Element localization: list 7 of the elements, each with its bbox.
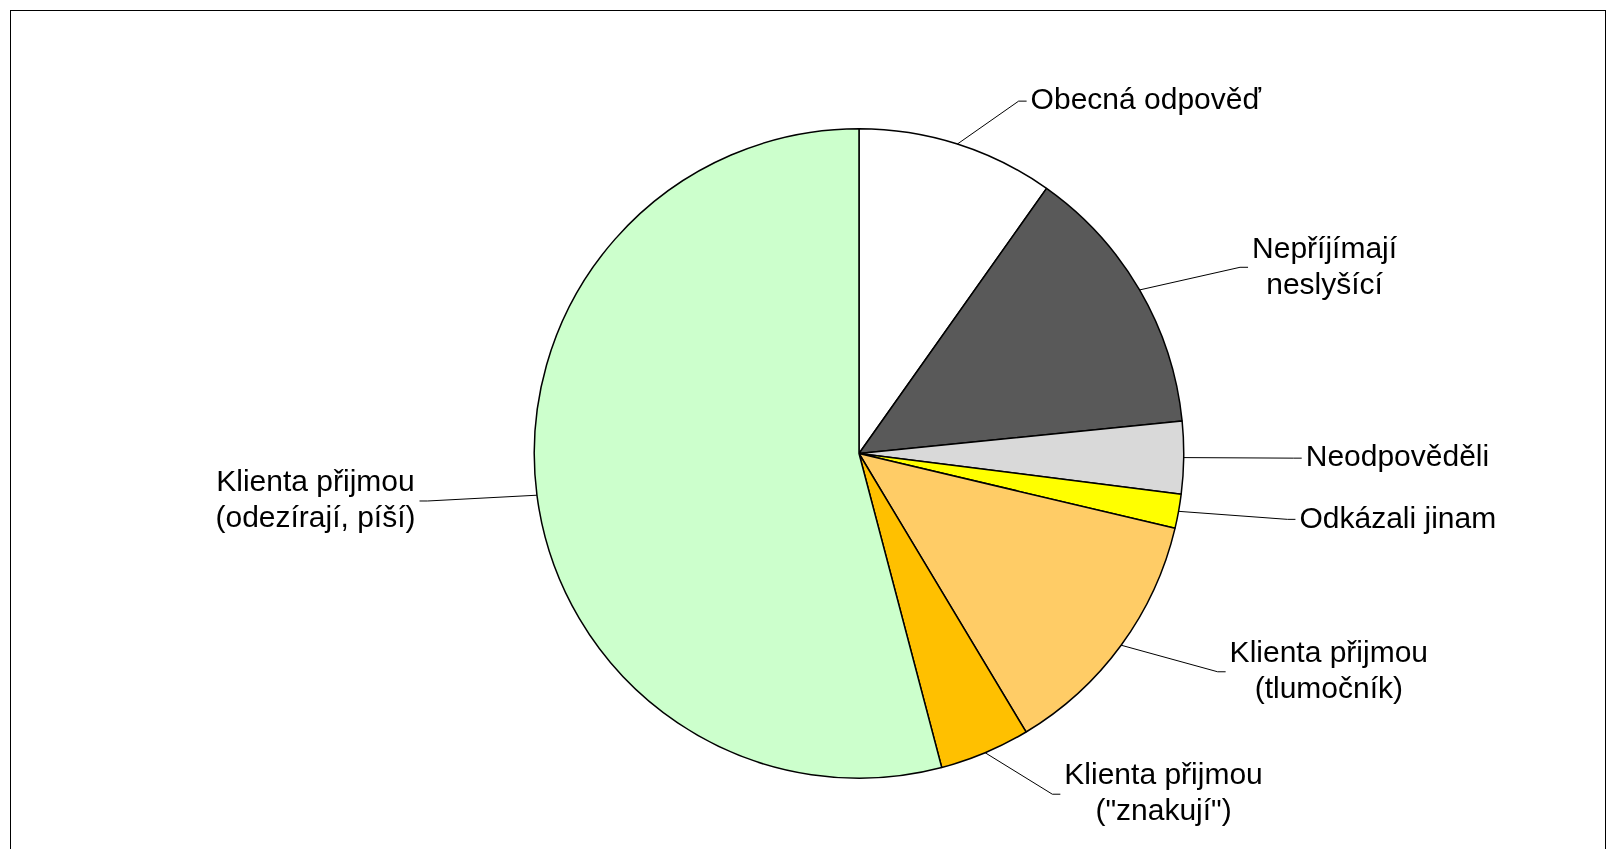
slice-label: Obecná odpověď bbox=[1030, 82, 1262, 116]
slice-label: Klienta přijmou (odezírají, píší) bbox=[215, 464, 416, 534]
slice-label: Klienta přijmou ("znakují") bbox=[1064, 757, 1263, 827]
slice-label: Nepříjímají neslyšící bbox=[1252, 230, 1398, 300]
slice-label: Neodpověděli bbox=[1305, 439, 1490, 473]
slice-label: Klienta přijmou (tlumočník) bbox=[1229, 635, 1429, 705]
slice-label: Odkázali jinam bbox=[1299, 500, 1497, 534]
